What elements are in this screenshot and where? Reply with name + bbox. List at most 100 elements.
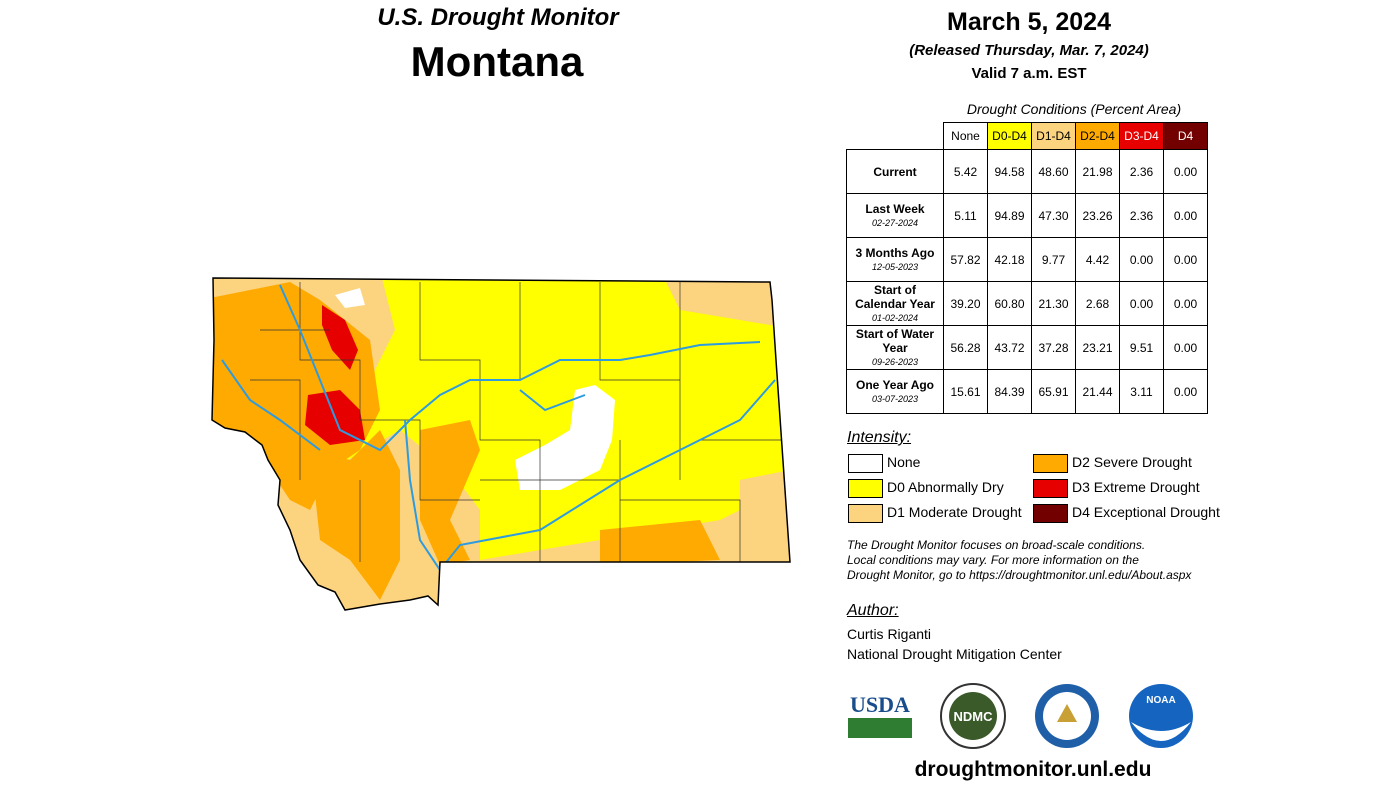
cell: 2.36 <box>1119 193 1164 238</box>
table-row: 3 Months Ago 12-05-2023 57.82 42.18 9.77 4.42… <box>846 237 1208 282</box>
cell: 0.00 <box>1163 149 1208 194</box>
note-line: Local conditions may vary. For more info… <box>847 553 1139 567</box>
column-header: D0-D4 <box>987 122 1032 150</box>
commerce-seal <box>1035 684 1099 748</box>
table-row: Current 5.42 94.58 48.60 21.98 2.36 0.00 <box>846 149 1208 194</box>
noaa-logo: NOAA <box>1129 684 1193 748</box>
state-outline <box>211 277 791 611</box>
author-title: Author: <box>847 602 899 619</box>
cell: 56.28 <box>943 325 988 370</box>
table-row: Start of Water Year 09-26-2023 56.28 43.72 3… <box>846 325 1208 370</box>
cell: 37.28 <box>1031 325 1076 370</box>
legend-label: D2 Severe Drought <box>1072 454 1192 470</box>
cell: 3.11 <box>1119 369 1164 414</box>
usda-text: USDA <box>850 692 910 717</box>
table-row: One Year Ago 03-07-2023 15.61 84.39 65.91 21.… <box>846 369 1208 414</box>
row-name: Last Week <box>865 201 925 216</box>
usda-logo: USDA <box>848 692 912 738</box>
legend-swatch <box>848 479 883 498</box>
ndmc-text: NDMC <box>954 709 994 724</box>
row-label: One Year Ago 03-07-2023 <box>846 369 944 414</box>
author-line: National Drought Mitigation Center <box>847 646 1062 662</box>
cell: 5.42 <box>943 149 988 194</box>
note-line: The Drought Monitor focuses on broad-sca… <box>847 538 1146 552</box>
row-name: 3 Months Ago <box>855 245 935 260</box>
row-name: Start of Calendar Year <box>855 282 935 311</box>
cell: 65.91 <box>1031 369 1076 414</box>
header-row: None D0-D4 D1-D4 D2-D4 D3-D4 D4 <box>847 122 1208 150</box>
map <box>212 278 790 610</box>
cell: 94.89 <box>987 193 1032 238</box>
cell: 94.58 <box>987 149 1032 194</box>
legend-label: D3 Extreme Drought <box>1072 479 1200 495</box>
row-label: 3 Months Ago 12-05-2023 <box>846 237 944 282</box>
row-label: Last Week 02-27-2024 <box>846 193 944 238</box>
row-date: 09-26-2023 <box>871 356 919 367</box>
column-header: None <box>943 122 988 150</box>
author-line: Curtis Riganti <box>847 626 932 642</box>
cell: 0.00 <box>1163 237 1208 282</box>
row-label: Current <box>846 149 944 194</box>
table-caption: Drought Conditions (Percent Area) <box>966 101 1182 117</box>
row-name: Current <box>873 164 917 179</box>
cell: 39.20 <box>943 281 988 326</box>
cell: 42.18 <box>987 237 1032 282</box>
cell: 0.00 <box>1163 281 1208 326</box>
legend-swatch <box>1033 454 1068 473</box>
cell: 21.30 <box>1031 281 1076 326</box>
cell: 60.80 <box>987 281 1032 326</box>
row-label: Start of Water Year 09-26-2023 <box>846 325 944 370</box>
cell: 2.68 <box>1075 281 1120 326</box>
date: March 5, 2024 <box>947 8 1111 36</box>
conditions-table: None D0-D4 D1-D4 D2-D4 D3-D4 D4 Current 5.42 94.… <box>846 122 1208 414</box>
column-header: D4 <box>1163 122 1208 150</box>
footer-url: droughtmonitor.unl.edu <box>914 758 1152 781</box>
legend-label: None <box>887 454 921 470</box>
cell: 23.21 <box>1075 325 1120 370</box>
cell: 48.60 <box>1031 149 1076 194</box>
corner <box>847 123 944 150</box>
valid: Valid 7 a.m. EST <box>971 65 1087 82</box>
column-header: D3-D4 <box>1119 122 1164 150</box>
note-line: Drought Monitor, go to https://droughtmo… <box>847 568 1192 582</box>
legend-title: Intensity: <box>847 429 912 446</box>
title: U.S. Drought Monitor <box>377 4 619 31</box>
cell: 0.00 <box>1119 281 1164 326</box>
row-date: 02-27-2024 <box>871 217 919 228</box>
cell: 47.30 <box>1031 193 1076 238</box>
cell: 4.42 <box>1075 237 1120 282</box>
cell: 9.51 <box>1119 325 1164 370</box>
table-row: Last Week 02-27-2024 5.11 94.89 47.30 23.26 2.… <box>846 193 1208 238</box>
row-date: 01-02-2024 <box>871 312 919 323</box>
cell: 57.82 <box>943 237 988 282</box>
row-name: One Year Ago <box>855 377 935 392</box>
cell: 0.00 <box>1163 325 1208 370</box>
legend-swatch <box>848 454 883 473</box>
cell: 9.77 <box>1031 237 1076 282</box>
noaa-text: NOAA <box>1146 695 1175 706</box>
cell: 43.72 <box>987 325 1032 370</box>
table-row: Start of Calendar Year 01-02-2024 39.20 60.… <box>846 281 1208 326</box>
row-label: Start of Calendar Year 01-02-2024 <box>846 281 944 326</box>
note: The Drought Monitor focuses on broad-sca… <box>847 538 1191 583</box>
ndmc-logo: NDMC <box>940 683 1006 749</box>
cell: 21.98 <box>1075 149 1120 194</box>
cell: 84.39 <box>987 369 1032 414</box>
column-header: D1-D4 <box>1031 122 1076 150</box>
cell: 21.44 <box>1075 369 1120 414</box>
row-date: 12-05-2023 <box>871 261 919 272</box>
cell: 15.61 <box>943 369 988 414</box>
cell: 0.00 <box>1163 193 1208 238</box>
column-header: D2-D4 <box>1075 122 1120 150</box>
legend-label: D0 Abnormally Dry <box>887 479 1004 495</box>
row-name: Start of Water Year <box>855 326 935 355</box>
author: Curtis Riganti National Drought Mitigatio… <box>847 624 1062 664</box>
released: (Released Thursday, Mar. 7, 2024) <box>909 42 1149 59</box>
legend-swatch <box>1033 479 1068 498</box>
legend-label: D1 Moderate Drought <box>887 504 1022 520</box>
legend-label: D4 Exceptional Drought <box>1072 504 1220 520</box>
cell: 5.11 <box>943 193 988 238</box>
state-name: Montana <box>410 38 584 85</box>
cell: 2.36 <box>1119 149 1164 194</box>
